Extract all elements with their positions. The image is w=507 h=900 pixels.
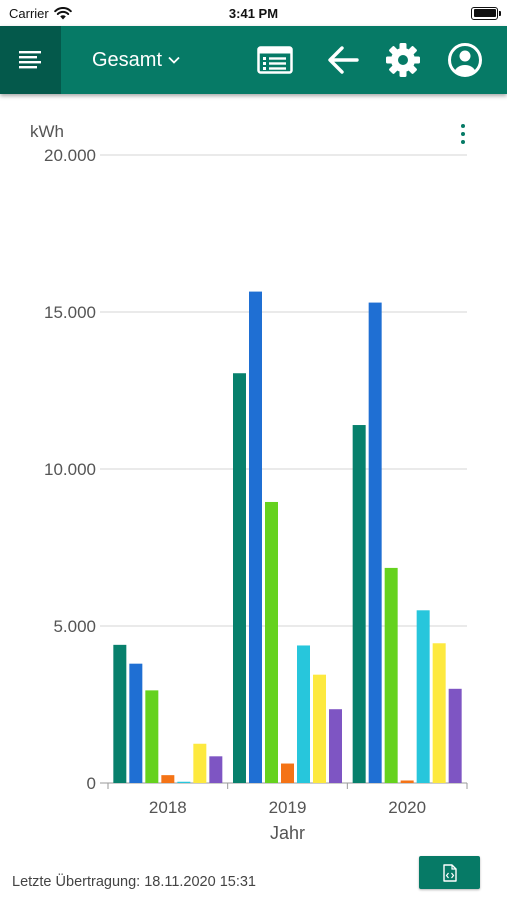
- y-axis-unit-label: kWh: [30, 122, 64, 141]
- bar: [233, 373, 246, 783]
- carrier-label: Carrier: [9, 5, 49, 21]
- chevron-down-icon: [168, 56, 180, 64]
- bar: [313, 674, 326, 783]
- bar: [209, 756, 223, 783]
- bar: [368, 302, 382, 783]
- bar: [161, 775, 175, 783]
- y-tick-label: 15.000: [44, 303, 96, 322]
- y-tick-label: 0: [87, 774, 96, 793]
- view-selector-label: Gesamt: [92, 48, 163, 71]
- bar: [193, 743, 207, 783]
- bar: [352, 425, 366, 783]
- status-bar: Carrier 3:41 PM: [0, 0, 507, 26]
- y-tick-label: 5.000: [53, 617, 96, 636]
- wifi-icon: [53, 6, 72, 19]
- list-view-icon: [257, 46, 293, 74]
- app-bar: Gesamt: [0, 26, 507, 94]
- file-code-icon: [442, 863, 457, 882]
- bar: [145, 690, 159, 783]
- x-tick-label: 2019: [269, 798, 307, 817]
- back-button[interactable]: [320, 26, 366, 94]
- bar: [249, 291, 262, 783]
- bar: [177, 781, 191, 783]
- view-selector[interactable]: Gesamt: [92, 26, 180, 94]
- export-button[interactable]: [419, 856, 480, 889]
- bar: [281, 763, 294, 783]
- status-time: 3:41 PM: [228, 5, 279, 21]
- x-tick-label: 2020: [388, 798, 426, 817]
- bar: [297, 645, 310, 783]
- status-left: Carrier: [9, 6, 72, 21]
- bar: [448, 688, 462, 783]
- y-tick-label: 20.000: [44, 146, 96, 165]
- bar: [432, 643, 446, 783]
- more-vertical-icon[interactable]: [456, 124, 470, 144]
- bar: [129, 663, 143, 783]
- settings-button[interactable]: [380, 26, 426, 94]
- account-button[interactable]: [442, 26, 488, 94]
- bar: [400, 780, 414, 783]
- menu-icon: [18, 51, 41, 69]
- y-tick-label: 10.000: [44, 460, 96, 479]
- bar: [113, 644, 127, 783]
- battery-icon: [471, 6, 501, 20]
- bar: [329, 709, 342, 783]
- x-axis-title: Jahr: [270, 823, 305, 843]
- gear-icon: [386, 43, 420, 77]
- list-view-button[interactable]: [252, 26, 298, 94]
- menu-button[interactable]: [0, 26, 61, 94]
- bar: [384, 567, 398, 783]
- back-arrow-icon: [328, 46, 359, 74]
- bar: [265, 501, 278, 783]
- x-tick-label: 2018: [149, 798, 187, 817]
- energy-bar-chart: 0 5.000 10.000 15.000 20.000 2018 2019 2020 Jahr: [44, 146, 468, 843]
- bar: [416, 610, 430, 783]
- last-transfer-label: Letzte Übertragung: 18.11.2020 15:31: [12, 874, 257, 890]
- user-account-icon: [448, 43, 482, 77]
